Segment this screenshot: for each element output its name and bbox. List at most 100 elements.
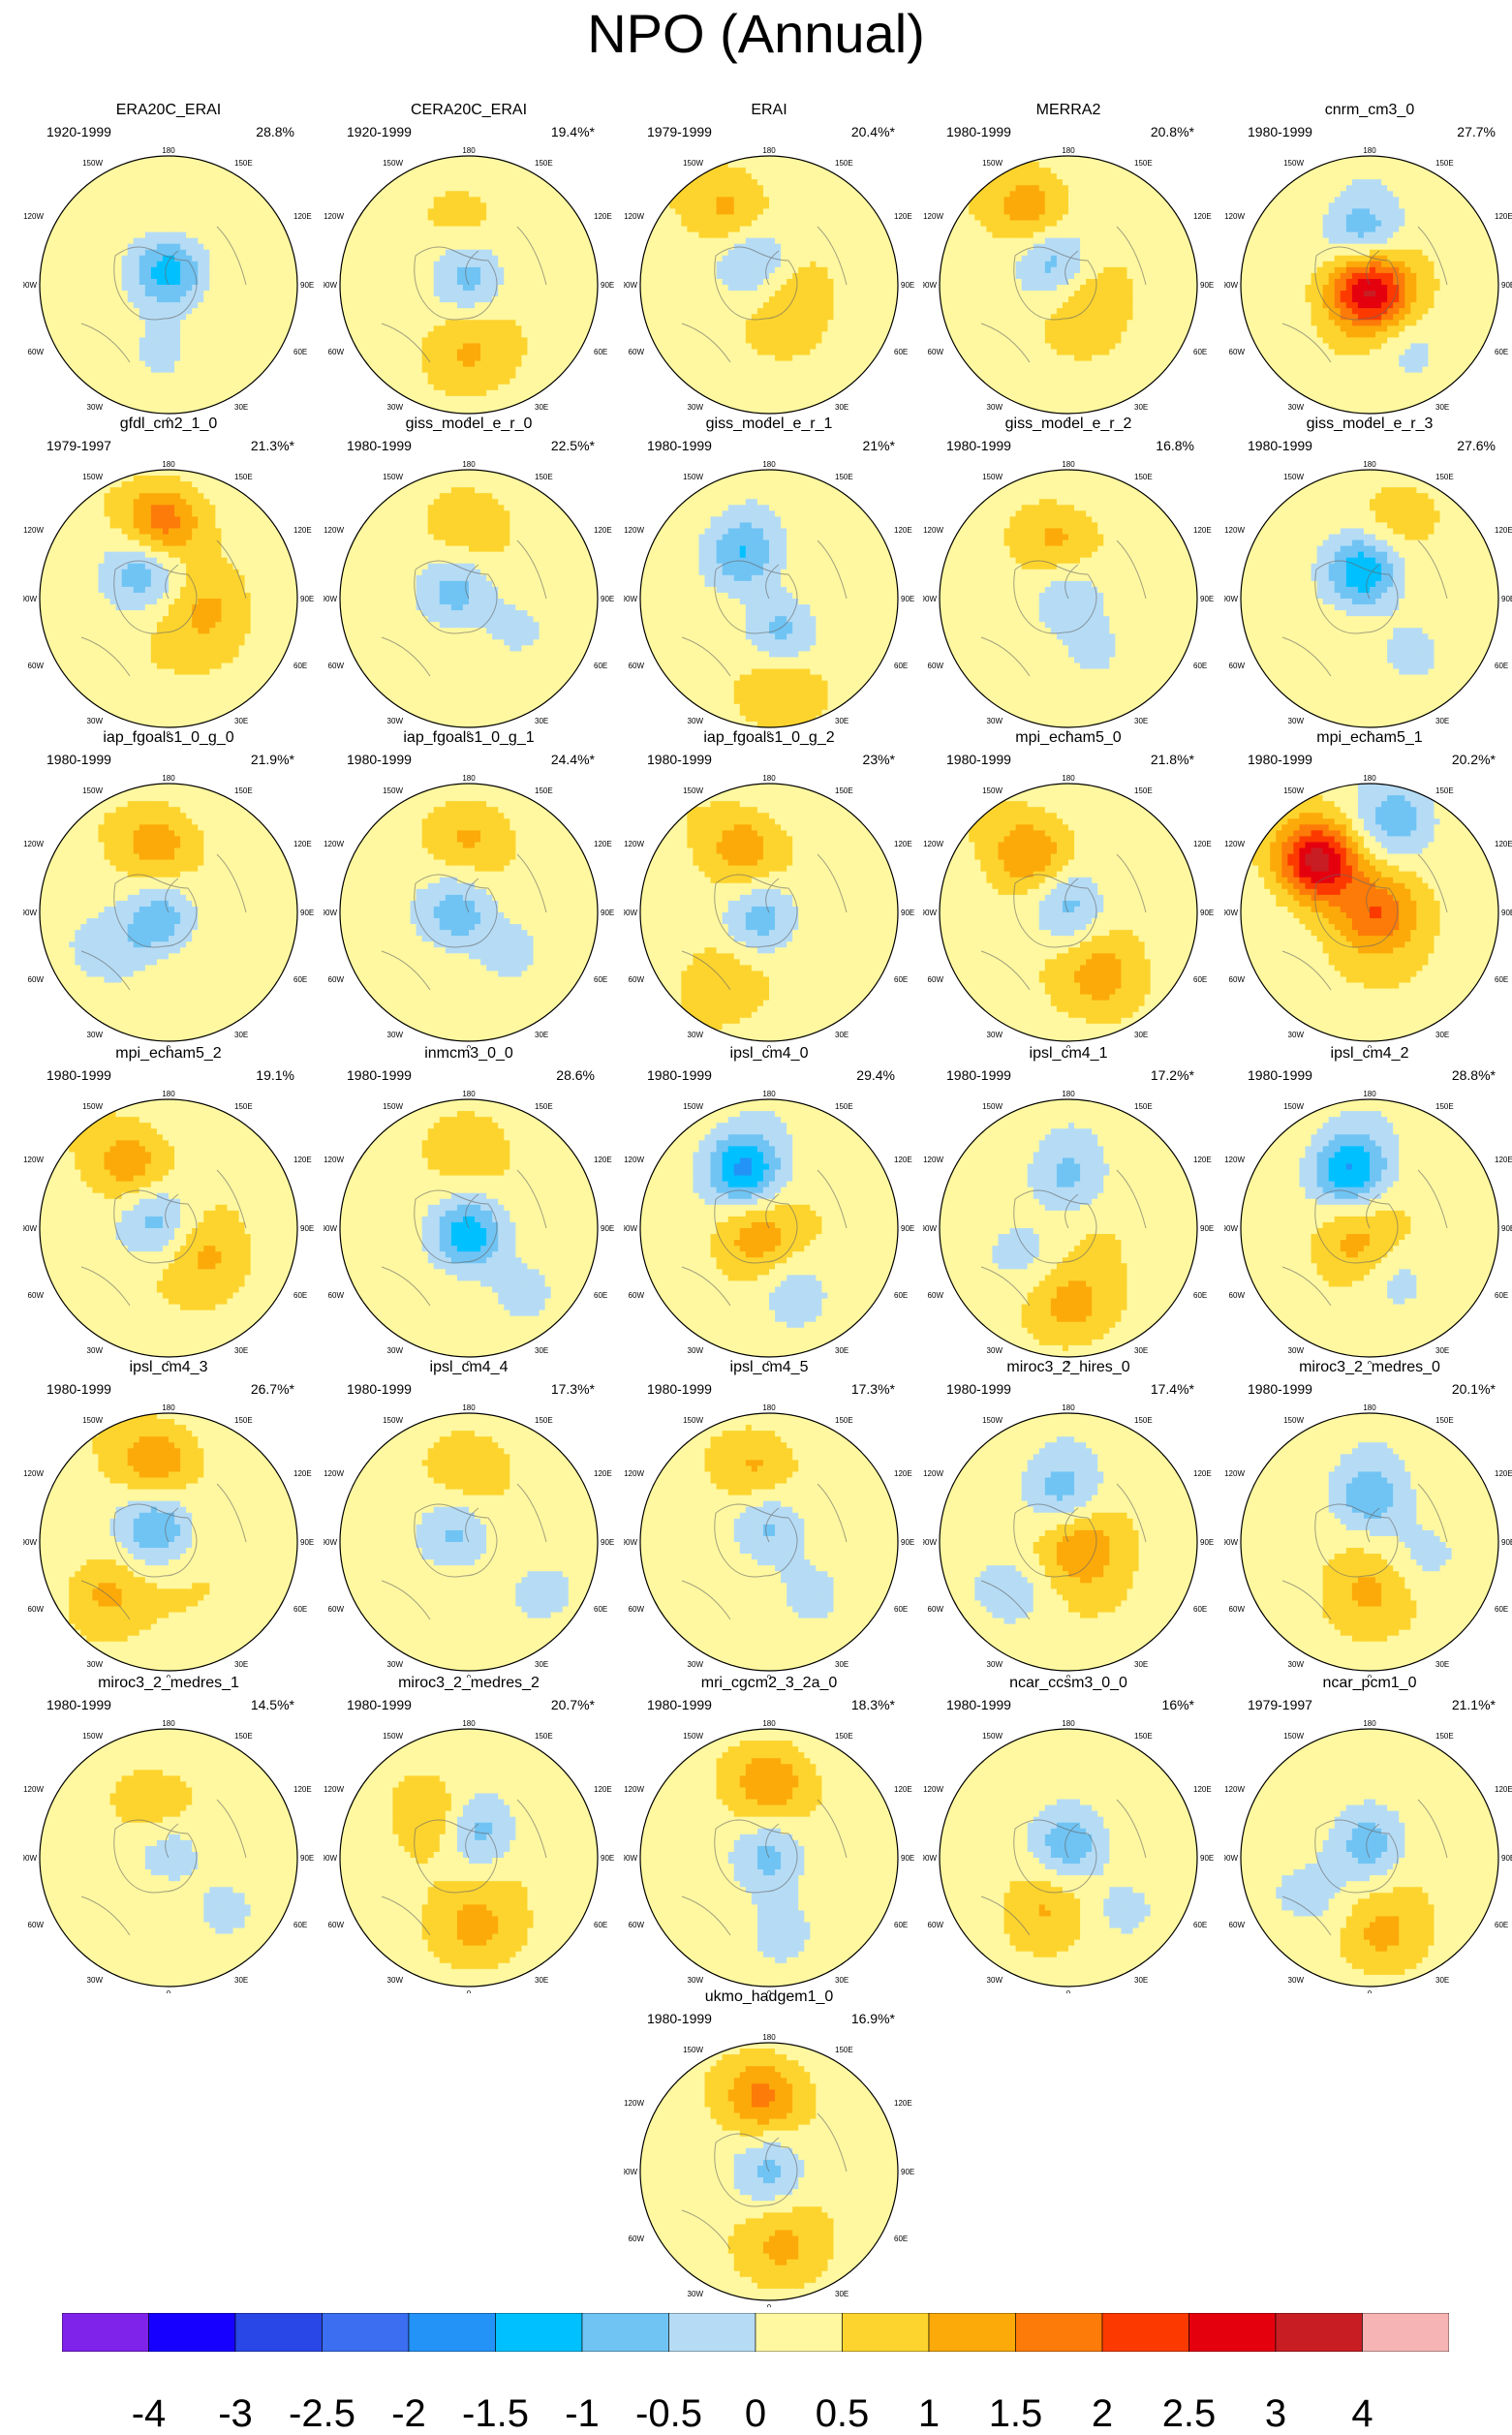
- longitude-label: 120E: [594, 526, 612, 535]
- panel-title: MERRA2: [923, 101, 1214, 120]
- longitude-label: 30E: [1435, 1660, 1449, 1669]
- longitude-label: 60E: [1193, 662, 1207, 670]
- panel-period: 1980-1999: [347, 438, 412, 453]
- polar-map: 180090W90E120W60W120E60E150W150E30W30E: [324, 1083, 614, 1364]
- panel-title: giss_model_e_r_1: [624, 415, 914, 434]
- panel-period: 1980-1999: [347, 1067, 412, 1083]
- longitude-label: 150W: [1283, 159, 1304, 168]
- longitude-label: 180: [462, 774, 476, 783]
- longitude-label: 120W: [23, 526, 44, 535]
- longitude-label: 60E: [1193, 348, 1207, 356]
- panel-variance: 27.6%: [1457, 438, 1496, 453]
- panel-period: 1980-1999: [946, 1067, 1011, 1083]
- longitude-label: 150E: [234, 786, 253, 795]
- longitude-label: 60E: [894, 1921, 908, 1929]
- longitude-label: 150E: [835, 473, 853, 481]
- longitude-label: 150W: [82, 159, 103, 168]
- panel-variance: 17.3%*: [551, 1381, 595, 1397]
- colorbar-swatch: [149, 2313, 236, 2352]
- panel-variance: 22.5%*: [551, 438, 595, 453]
- longitude-label: 30W: [688, 403, 704, 412]
- longitude-label: 30E: [1435, 717, 1449, 725]
- longitude-label: 150W: [982, 159, 1003, 168]
- longitude-label: 30W: [387, 1346, 404, 1355]
- longitude-label: 150E: [1134, 1416, 1153, 1425]
- longitude-label: 90E: [1501, 1854, 1512, 1863]
- longitude-label: 150W: [1283, 1732, 1304, 1741]
- longitude-label: 60W: [1229, 1291, 1246, 1300]
- longitude-label: 30W: [688, 1346, 704, 1355]
- longitude-label: 120W: [324, 1156, 344, 1164]
- longitude-label: 150E: [835, 2046, 853, 2054]
- longitude-label: 180: [1363, 146, 1376, 155]
- longitude-label: 120W: [1224, 1785, 1245, 1794]
- longitude-label: 120W: [624, 1156, 644, 1164]
- longitude-label: 150E: [1435, 1416, 1454, 1425]
- polar-map: 180090W90E120W60W120E60E150W150E30W30E: [324, 453, 614, 734]
- map-panel: miroc3_2_medres_01980-199920.1%*180090W9…: [1224, 1358, 1512, 1678]
- longitude-label: 120E: [594, 1156, 612, 1164]
- panel-period: 1980-1999: [1248, 1067, 1312, 1083]
- longitude-label: 90E: [1200, 281, 1214, 290]
- panel-period: 1980-1999: [946, 1381, 1011, 1397]
- panel-title: mpi_echam5_0: [923, 728, 1214, 748]
- longitude-label: 90W: [324, 595, 337, 603]
- panel-period: 1980-1999: [46, 1697, 111, 1712]
- longitude-label: 30W: [987, 1660, 1003, 1669]
- panel-title: mpi_echam5_2: [23, 1044, 314, 1063]
- longitude-label: 60W: [629, 1921, 645, 1929]
- longitude-label: 150W: [982, 1416, 1003, 1425]
- longitude-label: 120W: [23, 1785, 44, 1794]
- colorbar: [62, 2313, 1449, 2352]
- longitude-label: 30E: [835, 717, 849, 725]
- longitude-label: 60W: [928, 1291, 944, 1300]
- panel-period: 1980-1999: [946, 438, 1011, 453]
- longitude-label: 60E: [594, 1605, 607, 1614]
- longitude-label: 60W: [928, 1605, 944, 1614]
- longitude-label: 90W: [923, 909, 937, 917]
- polar-map: 180090W90E120W60W120E60E150W150E30W30E: [923, 139, 1214, 420]
- map-panel: ncar_ccsm3_0_01980-199916%*180090W90E120…: [923, 1674, 1214, 1993]
- panel-variance: 21.9%*: [251, 752, 294, 767]
- polar-map: 180090W90E120W60W120E60E150W150E30W30E: [923, 1712, 1214, 1993]
- longitude-label: 30W: [987, 717, 1003, 725]
- polar-map: 180090W90E120W60W120E60E150W150E30W30E: [324, 1712, 614, 1993]
- longitude-label: 120W: [23, 1469, 44, 1478]
- longitude-label: 120E: [1495, 212, 1512, 221]
- longitude-label: 30W: [1288, 1660, 1305, 1669]
- polar-map: 180090W90E120W60W120E60E150W150E30W30E: [923, 453, 1214, 734]
- longitude-label: 120E: [1193, 1156, 1212, 1164]
- longitude-label: 180: [462, 1403, 476, 1412]
- polar-map: 180090W90E120W60W120E60E150W150E30W30E: [1224, 453, 1512, 734]
- longitude-label: 120E: [894, 1469, 912, 1478]
- longitude-label: 30E: [234, 1660, 248, 1669]
- map-panel: miroc3_2_medres_21980-199920.7%*180090W9…: [324, 1674, 614, 1993]
- polar-map: 180090W90E120W60W120E60E150W150E30W30E: [23, 1712, 314, 1993]
- panel-title: ipsl_cm4_4: [324, 1358, 614, 1377]
- longitude-label: 150W: [1283, 1416, 1304, 1425]
- longitude-label: 60W: [928, 975, 944, 984]
- longitude-label: 120E: [1193, 1785, 1212, 1794]
- colorbar-swatch: [669, 2313, 756, 2352]
- colorbar-swatch: [62, 2313, 149, 2352]
- panel-period: 1980-1999: [946, 1697, 1011, 1712]
- longitude-label: 120E: [594, 212, 612, 221]
- map-panel: ipsl_cm4_31980-199926.7%*180090W90E120W6…: [23, 1358, 314, 1678]
- longitude-label: 180: [462, 146, 476, 155]
- panel-title: iap_fgoals1_0_g_2: [624, 728, 914, 748]
- panel-period: 1980-1999: [347, 1381, 412, 1397]
- panel-variance: 24.4%*: [551, 752, 595, 767]
- longitude-label: 90E: [601, 1854, 614, 1863]
- longitude-label: 90E: [1200, 1854, 1214, 1863]
- panel-title: cnrm_cm3_0: [1224, 101, 1512, 120]
- longitude-label: 0: [1368, 1989, 1373, 1993]
- longitude-label: 90E: [300, 1224, 314, 1233]
- longitude-label: 150E: [234, 1102, 253, 1111]
- longitude-label: 90W: [923, 595, 937, 603]
- map-panel: iap_fgoals1_0_g_01980-199921.9%*180090W9…: [23, 728, 314, 1048]
- longitude-label: 90W: [624, 1224, 637, 1233]
- longitude-label: 120W: [1224, 840, 1245, 848]
- longitude-label: 30E: [535, 403, 548, 412]
- panel-title: miroc3_2_hires_0: [923, 1358, 1214, 1377]
- longitude-label: 60E: [894, 1291, 908, 1300]
